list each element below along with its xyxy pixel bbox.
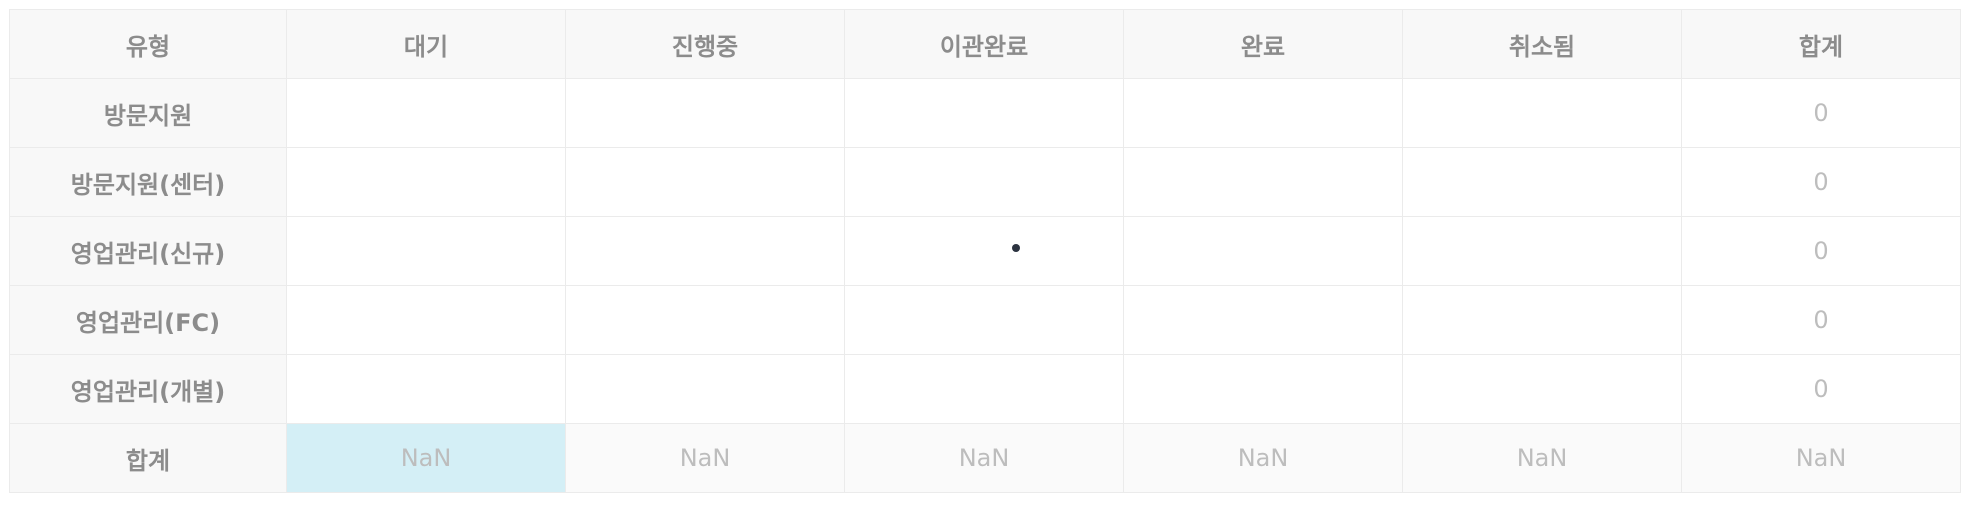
table-row: 방문지원 0 xyxy=(9,78,1961,148)
table-cell-cancelled[interactable] xyxy=(1402,285,1682,355)
table-cell-waiting[interactable] xyxy=(286,147,566,217)
table-cell-in-progress[interactable] xyxy=(565,147,845,217)
table-cell-transferred[interactable] xyxy=(844,147,1124,217)
status-summary-table-wrapper: 유형 대기 진행중 이관완료 완료 취소됨 합계 방문지원 0 방문지원(센터) xyxy=(9,9,1961,493)
row-type-label: 방문지원(센터) xyxy=(9,147,287,217)
table-cell-in-progress[interactable] xyxy=(565,285,845,355)
table-cell-waiting[interactable] xyxy=(286,78,566,148)
row-type-label: 방문지원 xyxy=(9,78,287,148)
table-row: 영업관리(FC) 0 xyxy=(9,285,1961,355)
table-cell-transferred[interactable] xyxy=(844,354,1124,424)
header-cancelled: 취소됨 xyxy=(1402,9,1682,79)
status-summary-table: 유형 대기 진행중 이관완료 완료 취소됨 합계 방문지원 0 방문지원(센터) xyxy=(9,9,1961,493)
summary-cell-waiting[interactable]: NaN xyxy=(286,423,566,493)
table-cell-waiting[interactable] xyxy=(286,285,566,355)
summary-cell-in-progress[interactable]: NaN xyxy=(565,423,845,493)
table-cell-total[interactable]: 0 xyxy=(1681,216,1961,286)
table-cell-in-progress[interactable] xyxy=(565,216,845,286)
table-row: 방문지원(센터) 0 xyxy=(9,147,1961,217)
table-cell-completed[interactable] xyxy=(1123,78,1403,148)
table-cell-total[interactable]: 0 xyxy=(1681,78,1961,148)
table-cell-completed[interactable] xyxy=(1123,216,1403,286)
table-cell-completed[interactable] xyxy=(1123,285,1403,355)
table-row: 영업관리(개별) 0 xyxy=(9,354,1961,424)
table-cell-waiting[interactable] xyxy=(286,216,566,286)
table-header-row: 유형 대기 진행중 이관완료 완료 취소됨 합계 xyxy=(9,9,1961,79)
table-cell-total[interactable]: 0 xyxy=(1681,147,1961,217)
table-cell-completed[interactable] xyxy=(1123,147,1403,217)
table-cell-cancelled[interactable] xyxy=(1402,354,1682,424)
header-waiting: 대기 xyxy=(286,9,566,79)
summary-cell-completed[interactable]: NaN xyxy=(1123,423,1403,493)
table-cell-transferred[interactable] xyxy=(844,216,1124,286)
table-cell-waiting[interactable] xyxy=(286,354,566,424)
row-type-label: 영업관리(신규) xyxy=(9,216,287,286)
row-type-label: 영업관리(FC) xyxy=(9,285,287,355)
summary-cell-cancelled[interactable]: NaN xyxy=(1402,423,1682,493)
header-total: 합계 xyxy=(1681,9,1961,79)
row-type-label: 영업관리(개별) xyxy=(9,354,287,424)
table-row: 영업관리(신규) 0 xyxy=(9,216,1961,286)
summary-cell-total[interactable]: NaN xyxy=(1681,423,1961,493)
header-type: 유형 xyxy=(9,9,287,79)
table-cell-cancelled[interactable] xyxy=(1402,147,1682,217)
table-cell-cancelled[interactable] xyxy=(1402,216,1682,286)
mouse-cursor-dot xyxy=(1012,244,1020,252)
header-transferred: 이관완료 xyxy=(844,9,1124,79)
table-cell-completed[interactable] xyxy=(1123,354,1403,424)
table-cell-in-progress[interactable] xyxy=(565,354,845,424)
header-in-progress: 진행중 xyxy=(565,9,845,79)
table-summary-row: 합계 NaN NaN NaN NaN NaN NaN xyxy=(9,423,1961,493)
table-cell-in-progress[interactable] xyxy=(565,78,845,148)
summary-label: 합계 xyxy=(9,423,287,493)
table-cell-cancelled[interactable] xyxy=(1402,78,1682,148)
table-cell-transferred[interactable] xyxy=(844,285,1124,355)
summary-cell-transferred[interactable]: NaN xyxy=(844,423,1124,493)
header-completed: 완료 xyxy=(1123,9,1403,79)
table-cell-total[interactable]: 0 xyxy=(1681,285,1961,355)
table-cell-total[interactable]: 0 xyxy=(1681,354,1961,424)
table-cell-transferred[interactable] xyxy=(844,78,1124,148)
